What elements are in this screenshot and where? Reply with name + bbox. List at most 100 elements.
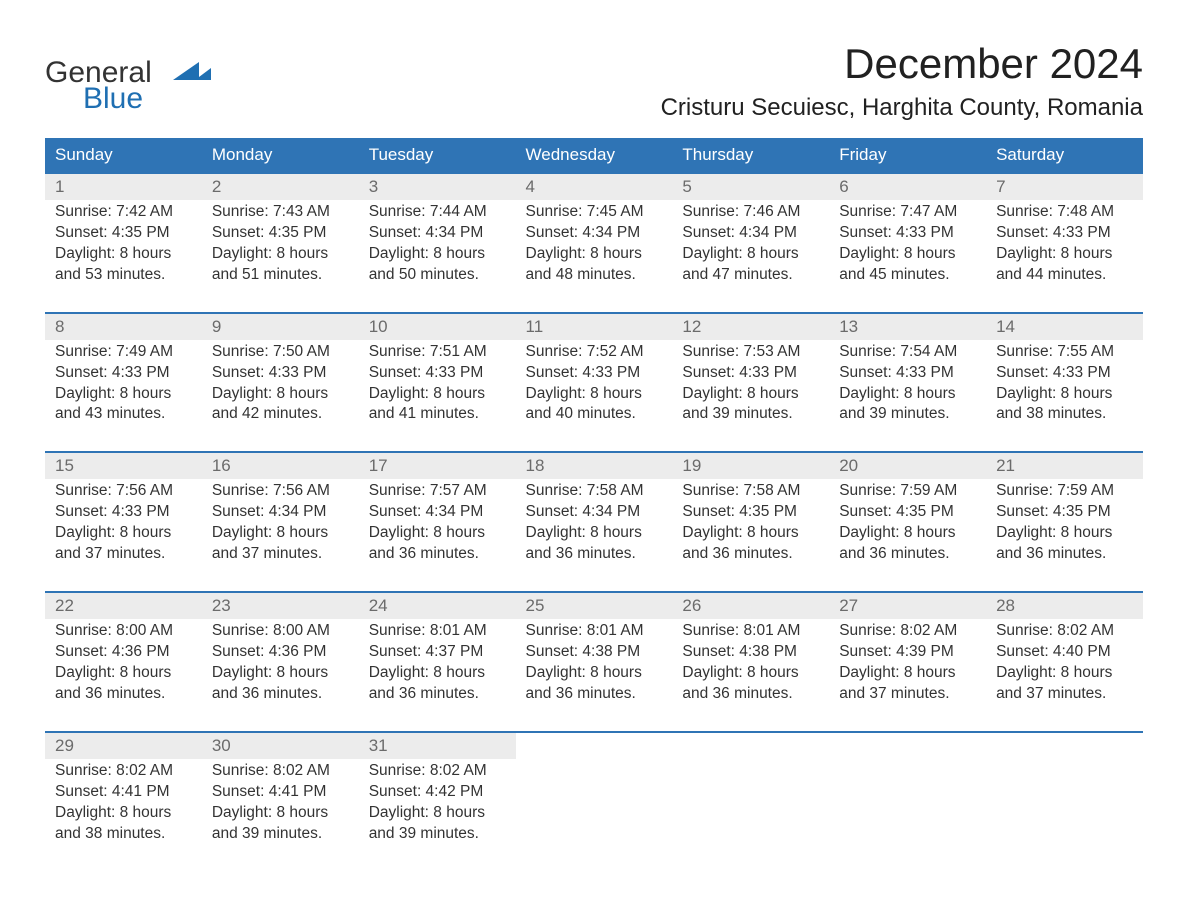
day-info-line: Daylight: 8 hours bbox=[839, 663, 976, 684]
day-info: Sunrise: 7:56 AMSunset: 4:33 PMDaylight:… bbox=[55, 479, 192, 565]
day-info-line: Daylight: 8 hours bbox=[996, 663, 1133, 684]
day-info-line: Daylight: 8 hours bbox=[212, 523, 349, 544]
day-number: 3 bbox=[359, 173, 516, 200]
day-info-line: and 51 minutes. bbox=[212, 265, 349, 286]
weekday-header: Saturday bbox=[986, 138, 1143, 173]
day-info-line: Sunrise: 7:47 AM bbox=[839, 202, 976, 223]
weekday-header: Wednesday bbox=[516, 138, 673, 173]
day-cell: Sunrise: 7:59 AMSunset: 4:35 PMDaylight:… bbox=[986, 479, 1143, 592]
day-info: Sunrise: 8:00 AMSunset: 4:36 PMDaylight:… bbox=[212, 619, 349, 705]
day-info-line: Sunrise: 7:58 AM bbox=[526, 481, 663, 502]
day-info-line: and 53 minutes. bbox=[55, 265, 192, 286]
logo: General Blue bbox=[45, 40, 152, 114]
day-cell: Sunrise: 7:58 AMSunset: 4:35 PMDaylight:… bbox=[672, 479, 829, 592]
day-info: Sunrise: 7:47 AMSunset: 4:33 PMDaylight:… bbox=[839, 200, 976, 286]
day-number: 9 bbox=[202, 313, 359, 340]
weekday-header: Thursday bbox=[672, 138, 829, 173]
day-info-line: Daylight: 8 hours bbox=[996, 384, 1133, 405]
day-number: 18 bbox=[516, 452, 673, 479]
day-info: Sunrise: 7:58 AMSunset: 4:34 PMDaylight:… bbox=[526, 479, 663, 565]
day-cell: Sunrise: 7:55 AMSunset: 4:33 PMDaylight:… bbox=[986, 340, 1143, 453]
day-info-line: Sunrise: 7:50 AM bbox=[212, 342, 349, 363]
day-cell: Sunrise: 8:02 AMSunset: 4:42 PMDaylight:… bbox=[359, 759, 516, 871]
day-number: 28 bbox=[986, 592, 1143, 619]
day-info: Sunrise: 8:01 AMSunset: 4:38 PMDaylight:… bbox=[682, 619, 819, 705]
day-info-row: Sunrise: 8:02 AMSunset: 4:41 PMDaylight:… bbox=[45, 759, 1143, 871]
day-cell: Sunrise: 7:56 AMSunset: 4:33 PMDaylight:… bbox=[45, 479, 202, 592]
day-number: 8 bbox=[45, 313, 202, 340]
day-info-line: Sunrise: 7:43 AM bbox=[212, 202, 349, 223]
day-cell bbox=[672, 759, 829, 871]
day-cell: Sunrise: 8:02 AMSunset: 4:41 PMDaylight:… bbox=[202, 759, 359, 871]
day-number-row: 293031 bbox=[45, 732, 1143, 759]
day-cell: Sunrise: 7:51 AMSunset: 4:33 PMDaylight:… bbox=[359, 340, 516, 453]
day-info: Sunrise: 7:49 AMSunset: 4:33 PMDaylight:… bbox=[55, 340, 192, 426]
day-info-line: Sunset: 4:35 PM bbox=[212, 223, 349, 244]
weekday-header: Sunday bbox=[45, 138, 202, 173]
day-info-line: Sunrise: 7:56 AM bbox=[212, 481, 349, 502]
day-info-line: Sunset: 4:35 PM bbox=[55, 223, 192, 244]
day-info-line: Daylight: 8 hours bbox=[526, 244, 663, 265]
day-info: Sunrise: 7:53 AMSunset: 4:33 PMDaylight:… bbox=[682, 340, 819, 426]
day-info-line: Daylight: 8 hours bbox=[369, 244, 506, 265]
day-info: Sunrise: 7:44 AMSunset: 4:34 PMDaylight:… bbox=[369, 200, 506, 286]
day-cell: Sunrise: 7:47 AMSunset: 4:33 PMDaylight:… bbox=[829, 200, 986, 313]
day-cell bbox=[516, 759, 673, 871]
day-info-line: Sunrise: 8:02 AM bbox=[369, 761, 506, 782]
day-info: Sunrise: 7:59 AMSunset: 4:35 PMDaylight:… bbox=[839, 479, 976, 565]
day-cell: Sunrise: 7:42 AMSunset: 4:35 PMDaylight:… bbox=[45, 200, 202, 313]
day-info-line: Sunset: 4:33 PM bbox=[839, 223, 976, 244]
day-info-line: Sunrise: 7:45 AM bbox=[526, 202, 663, 223]
day-info-line: and 36 minutes. bbox=[682, 544, 819, 565]
day-info-line: Daylight: 8 hours bbox=[369, 803, 506, 824]
day-info-line: and 39 minutes. bbox=[212, 824, 349, 845]
day-info-line: Sunrise: 7:54 AM bbox=[839, 342, 976, 363]
day-info: Sunrise: 7:56 AMSunset: 4:34 PMDaylight:… bbox=[212, 479, 349, 565]
day-info-line: and 45 minutes. bbox=[839, 265, 976, 286]
day-info-line: Sunset: 4:33 PM bbox=[55, 502, 192, 523]
day-info-line: Sunrise: 8:02 AM bbox=[839, 621, 976, 642]
day-info: Sunrise: 8:02 AMSunset: 4:39 PMDaylight:… bbox=[839, 619, 976, 705]
day-info-line: and 36 minutes. bbox=[996, 544, 1133, 565]
day-info-line: and 39 minutes. bbox=[839, 404, 976, 425]
day-info-line: Daylight: 8 hours bbox=[212, 663, 349, 684]
day-cell: Sunrise: 8:02 AMSunset: 4:39 PMDaylight:… bbox=[829, 619, 986, 732]
day-info-line: Daylight: 8 hours bbox=[839, 244, 976, 265]
day-info-line: Sunset: 4:38 PM bbox=[682, 642, 819, 663]
day-info-line: and 40 minutes. bbox=[526, 404, 663, 425]
day-info-line: and 47 minutes. bbox=[682, 265, 819, 286]
day-cell: Sunrise: 7:46 AMSunset: 4:34 PMDaylight:… bbox=[672, 200, 829, 313]
day-info-line: Sunrise: 8:01 AM bbox=[526, 621, 663, 642]
day-info-line: Sunrise: 7:49 AM bbox=[55, 342, 192, 363]
day-info-line: Sunrise: 7:51 AM bbox=[369, 342, 506, 363]
day-number: 4 bbox=[516, 173, 673, 200]
day-info: Sunrise: 7:45 AMSunset: 4:34 PMDaylight:… bbox=[526, 200, 663, 286]
day-info-line: Sunrise: 7:44 AM bbox=[369, 202, 506, 223]
day-number: 30 bbox=[202, 732, 359, 759]
day-info: Sunrise: 7:48 AMSunset: 4:33 PMDaylight:… bbox=[996, 200, 1133, 286]
day-info: Sunrise: 7:50 AMSunset: 4:33 PMDaylight:… bbox=[212, 340, 349, 426]
day-cell: Sunrise: 7:59 AMSunset: 4:35 PMDaylight:… bbox=[829, 479, 986, 592]
day-info-line: Sunset: 4:33 PM bbox=[996, 223, 1133, 244]
day-info-line: Sunrise: 7:59 AM bbox=[839, 481, 976, 502]
day-info-line: and 39 minutes. bbox=[369, 824, 506, 845]
day-info-line: Sunrise: 8:01 AM bbox=[369, 621, 506, 642]
day-cell: Sunrise: 7:52 AMSunset: 4:33 PMDaylight:… bbox=[516, 340, 673, 453]
logo-text-blue: Blue bbox=[45, 84, 152, 114]
day-info-line: and 37 minutes. bbox=[839, 684, 976, 705]
day-number: 19 bbox=[672, 452, 829, 479]
day-info-line: and 36 minutes. bbox=[526, 544, 663, 565]
location-subtitle: Cristuru Secuiesc, Harghita County, Roma… bbox=[661, 94, 1143, 122]
day-info-line: Sunset: 4:42 PM bbox=[369, 782, 506, 803]
day-info-line: Sunrise: 7:42 AM bbox=[55, 202, 192, 223]
day-info-line: Daylight: 8 hours bbox=[996, 523, 1133, 544]
day-info: Sunrise: 8:02 AMSunset: 4:41 PMDaylight:… bbox=[212, 759, 349, 845]
day-cell: Sunrise: 7:57 AMSunset: 4:34 PMDaylight:… bbox=[359, 479, 516, 592]
day-info-line: Daylight: 8 hours bbox=[526, 384, 663, 405]
day-info-line: Sunrise: 7:53 AM bbox=[682, 342, 819, 363]
day-info-line: Sunrise: 8:02 AM bbox=[212, 761, 349, 782]
day-number: 15 bbox=[45, 452, 202, 479]
day-info-line: Sunset: 4:33 PM bbox=[839, 363, 976, 384]
day-info-line: and 36 minutes. bbox=[369, 544, 506, 565]
day-info-line: Sunrise: 7:48 AM bbox=[996, 202, 1133, 223]
